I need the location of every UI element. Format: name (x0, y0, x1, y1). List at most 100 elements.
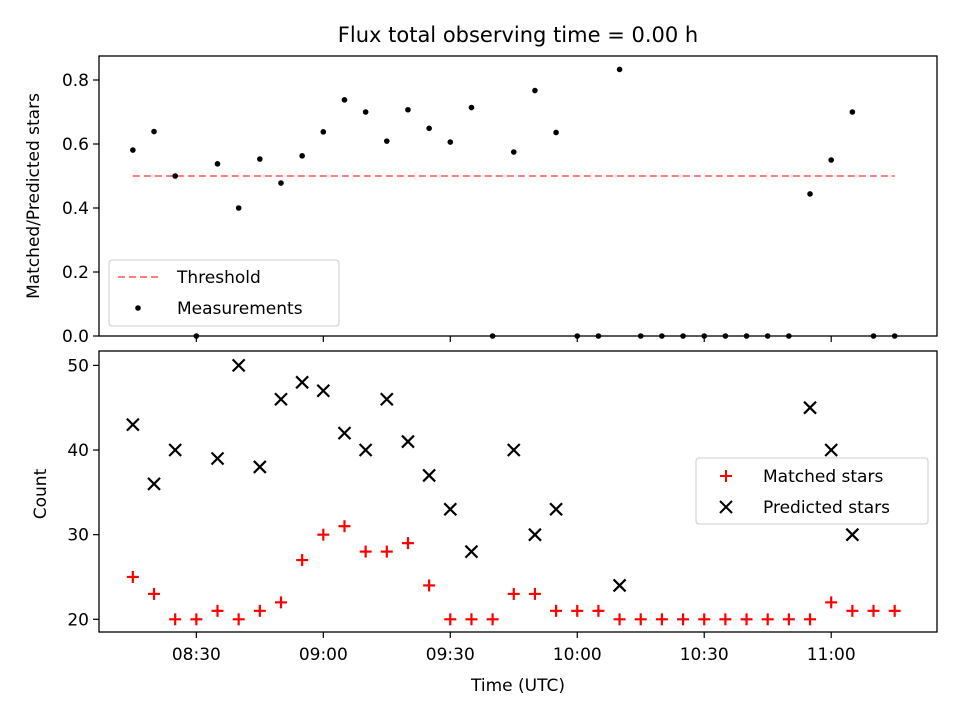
predicted-stars-point (147, 477, 161, 491)
matched-stars-point (507, 587, 520, 600)
predicted-stars-point (337, 426, 352, 440)
measurement-point (278, 180, 284, 186)
bottom-axes-frame (98, 350, 938, 633)
top-panel: Flux total observing time = 0.00 h Match… (24, 23, 938, 347)
predicted-stars-point (274, 392, 288, 407)
x-tick-label: 11:00 (807, 645, 856, 665)
predicted-stars-point (401, 434, 415, 449)
measurement-point (130, 147, 136, 153)
predicted-stars-point (358, 443, 373, 457)
top-axes-frame (98, 55, 938, 337)
measurement-point (616, 66, 623, 73)
matched-stars-point (253, 604, 266, 617)
matched-stars-point (423, 579, 436, 592)
matched-stars-point (740, 613, 753, 626)
matched-stars-point (719, 613, 732, 626)
matched-stars-point (867, 604, 880, 617)
x-axis-label: Time (UTC) (470, 676, 565, 696)
top-legend: Threshold Measurements (108, 259, 340, 327)
matched-stars-point (846, 604, 859, 617)
bottom-y-axis-label: Count (31, 468, 51, 519)
top-plot-area: 0.0 0.2 0.4 0.6 0.8 (62, 66, 898, 347)
matched-stars-point (782, 613, 795, 626)
matched-stars-point (126, 570, 139, 583)
measurement-point (383, 138, 390, 144)
x-tick-label: 08:30 (172, 645, 221, 665)
x-tick-label: 09:00 (299, 645, 348, 665)
predicted-stars-point (422, 468, 436, 483)
matched-stars-point (698, 613, 711, 626)
matched-stars-point (465, 613, 478, 626)
predicted-stars-point (824, 443, 838, 457)
predicted-stars-point (231, 358, 246, 373)
measurement-point (299, 153, 305, 159)
measurement-point (172, 173, 178, 179)
measurement-point (553, 129, 559, 136)
matched-stars-point (761, 613, 774, 626)
measurement-point (426, 125, 432, 132)
x-tick-label: 09:30 (426, 645, 475, 665)
bottom-y-tick-label: 20 (67, 610, 89, 630)
matched-stars-point (380, 545, 393, 558)
x-tick-label: 10:30 (680, 645, 729, 665)
matched-stars-point (296, 554, 309, 567)
predicted-stars-legend-label: Predicted stars (763, 498, 890, 518)
matched-stars-point (190, 613, 203, 626)
bottom-legend-box (695, 457, 929, 525)
matched-stars-point (825, 596, 838, 609)
predicted-stars-point (612, 578, 627, 593)
predicted-stars-point (464, 544, 479, 559)
matched-stars-point (888, 604, 901, 617)
measurement-point (510, 149, 517, 155)
predicted-stars-point (443, 502, 458, 517)
matched-stars-point (550, 604, 563, 617)
top-y-tick-label: 0.4 (62, 199, 89, 219)
matched-stars-point (486, 613, 499, 626)
top-y-tick-label: 0.6 (62, 135, 89, 155)
matched-stars-point (528, 587, 541, 600)
matched-stars-legend-swatch (720, 470, 732, 482)
matched-stars-point (274, 596, 287, 609)
measurement-point (151, 128, 157, 135)
matched-stars-point (655, 613, 668, 626)
measurement-point (405, 106, 411, 113)
threshold-legend-label: Threshold (176, 268, 261, 288)
predicted-stars-point (253, 460, 267, 474)
matched-stars-point (169, 613, 182, 626)
predicted-stars-point (803, 400, 817, 415)
matched-stars-point (232, 613, 245, 626)
matched-stars-point (677, 613, 690, 626)
measurement-point (362, 109, 369, 115)
measurement-point (828, 157, 834, 163)
bottom-panel: Count Time (UTC) 20 30 40 50 08:30 09:00 09:30… (31, 350, 938, 696)
predicted-stars-point (126, 417, 140, 432)
bottom-y-tick-label: 40 (67, 441, 89, 461)
predicted-stars-point (506, 443, 521, 457)
top-y-axis-label: Matched/Predicted stars (24, 93, 44, 299)
measurement-point (447, 139, 454, 145)
matched-stars-point (634, 613, 647, 626)
top-y-tick-label: 0.8 (62, 71, 89, 91)
measurement-point (807, 191, 813, 197)
bottom-plot-area: 20 30 40 50 08:30 09:00 09:30 10:00 10:30 11:00 (67, 356, 901, 665)
matched-stars-point (211, 604, 224, 617)
matched-stars-point (359, 545, 372, 558)
top-legend-box (108, 259, 340, 327)
predicted-stars-point (845, 527, 860, 542)
matched-stars-point (592, 604, 605, 617)
measurement-point (468, 104, 475, 111)
top-y-tick-label: 0.2 (62, 263, 89, 283)
matched-stars-point (571, 604, 584, 617)
x-tick-label: 10:00 (553, 645, 602, 665)
matched-stars-point (804, 613, 817, 626)
predicted-stars-point (295, 375, 309, 390)
measurements-legend-swatch (135, 305, 141, 311)
predicted-stars-point (528, 527, 542, 542)
predicted-stars-legend-swatch (719, 500, 733, 514)
measurement-point (341, 97, 348, 103)
predicted-stars-point (380, 392, 394, 407)
measurement-point (257, 156, 263, 162)
measurements-legend-label: Measurements (177, 299, 303, 319)
